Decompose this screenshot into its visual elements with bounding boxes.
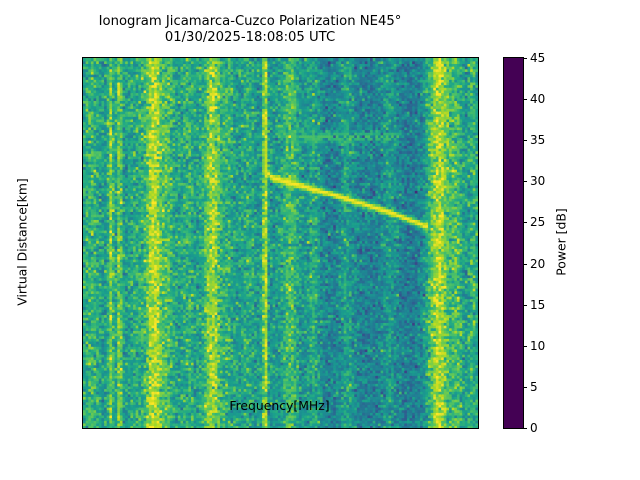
colorbar-tick-label: 45 <box>530 51 546 65</box>
x-tick <box>478 428 479 429</box>
colorbar-tick <box>523 345 527 347</box>
colorbar-tick-label: 30 <box>530 174 546 189</box>
ionogram-heatmap-canvas <box>83 58 478 428</box>
colorbar-tick <box>523 428 527 429</box>
x-tick <box>345 428 346 429</box>
x-tick <box>167 428 168 429</box>
y-tick <box>82 305 83 306</box>
colorbar-tick-label: 15 <box>530 297 546 312</box>
y-tick <box>82 243 83 244</box>
colorbar-tick-label: 40 <box>530 92 546 107</box>
colorbar-gradient <box>504 58 523 428</box>
y-tick <box>82 120 83 121</box>
colorbar-tick-label: 0 <box>530 421 538 435</box>
x-tick <box>256 428 257 429</box>
x-tick <box>434 428 435 429</box>
colorbar: 0 5 10 15 20 25 30 35 40 45 <box>503 51 545 435</box>
heatmap-plot-area: 050010001500200025003000468101214161820 <box>82 57 479 429</box>
colorbar-tick-label: 10 <box>530 338 546 353</box>
colorbar-tick <box>523 304 527 306</box>
colorbar-tick <box>523 99 527 101</box>
chart-title: Ionogram Jicamarca-Cuzco Polarization NE… <box>0 14 500 46</box>
x-axis-label: Frequency[MHz] <box>229 398 330 413</box>
y-tick <box>82 428 83 429</box>
title-line-2: 01/30/2025-18:08:05 UTC <box>164 30 336 45</box>
colorbar-tick <box>523 58 527 59</box>
y-axis-label: Virtual Distance[km] <box>14 178 30 306</box>
colorbar-tick-label: 5 <box>530 379 538 394</box>
x-tick <box>389 428 390 429</box>
x-tick <box>212 428 213 429</box>
colorbar-tick <box>523 222 527 224</box>
colorbar-tick <box>523 140 527 142</box>
x-tick <box>123 428 124 429</box>
title-line-1: Ionogram Jicamarca-Cuzco Polarization NE… <box>98 14 402 29</box>
x-tick <box>300 428 301 429</box>
colorbar-tick <box>523 263 527 265</box>
colorbar-tick-label: 35 <box>530 133 546 148</box>
colorbar-label: Power [dB] <box>553 208 569 276</box>
colorbar-tick <box>523 386 527 388</box>
y-tick <box>82 181 83 182</box>
colorbar-tick-label: 20 <box>530 256 546 271</box>
y-tick <box>82 366 83 367</box>
colorbar-tick-label: 25 <box>530 215 546 230</box>
colorbar-tick <box>523 181 527 183</box>
y-tick <box>82 58 83 59</box>
